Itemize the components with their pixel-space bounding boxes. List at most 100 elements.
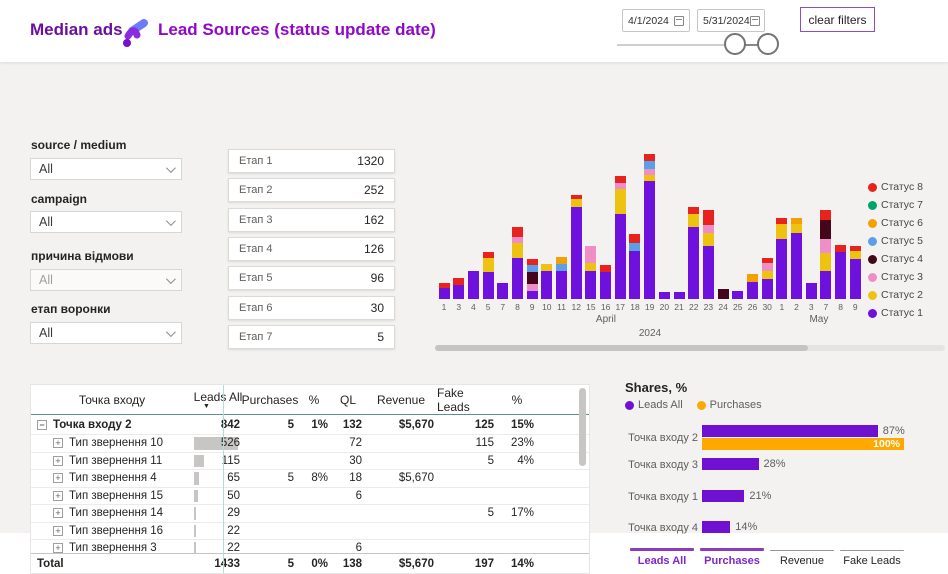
bar-segment[interactable]: [644, 175, 656, 181]
column-header[interactable]: %: [511, 392, 523, 407]
bar-segment[interactable]: [614, 214, 626, 299]
table-vscrollbar-thumb[interactable]: [579, 388, 586, 466]
bar-segment[interactable]: [820, 210, 832, 220]
stacked-bar[interactable]: [732, 291, 744, 299]
bar-segment[interactable]: [702, 246, 714, 299]
bar-segment[interactable]: [585, 271, 597, 299]
shares-bar[interactable]: [702, 521, 731, 533]
stacked-bar[interactable]: [688, 207, 700, 299]
bar-segment[interactable]: [511, 237, 523, 243]
bar-segment[interactable]: [702, 225, 714, 233]
funnel-stage-item[interactable]: Етап 5 96: [228, 266, 395, 291]
stacked-bar[interactable]: [614, 176, 626, 299]
table-row[interactable]: + Тип звернення 10 526 72 115 23%: [31, 435, 589, 453]
bar-segment[interactable]: [820, 239, 832, 253]
stacked-bar[interactable]: [791, 218, 803, 299]
stacked-bar[interactable]: [600, 265, 612, 299]
bar-segment[interactable]: [600, 272, 612, 299]
bar-segment[interactable]: [438, 283, 450, 288]
table-row[interactable]: + Тип звернення 16 22: [31, 523, 589, 540]
bar-segment[interactable]: [541, 264, 553, 271]
column-header[interactable]: QL: [339, 392, 356, 407]
bar-segment[interactable]: [556, 257, 568, 264]
bar-segment[interactable]: [644, 154, 656, 161]
legend-item[interactable]: Статус 5: [868, 235, 923, 247]
clear-filters-button[interactable]: clear filters: [800, 7, 875, 32]
bar-segment[interactable]: [511, 258, 523, 299]
table-row[interactable]: + Тип звернення 3 22 6: [31, 540, 589, 553]
funnel-stage-item[interactable]: Етап 4 126: [228, 236, 395, 261]
bar-segment[interactable]: [629, 251, 641, 299]
tab-leads-all[interactable]: Leads All: [630, 548, 694, 567]
filter-dropdown[interactable]: All: [30, 322, 182, 344]
funnel-stage-item[interactable]: Етап 7 5: [228, 324, 395, 349]
bar-segment[interactable]: [570, 199, 582, 207]
stacked-bar[interactable]: [805, 283, 817, 299]
stacked-bar[interactable]: [570, 195, 582, 299]
legend-item[interactable]: Статус 6: [868, 217, 923, 229]
bar-segment[interactable]: [453, 285, 465, 299]
calendar-icon[interactable]: [674, 15, 684, 26]
bar-segment[interactable]: [644, 169, 656, 175]
stacked-bar[interactable]: [629, 234, 641, 299]
table-row[interactable]: + Тип звернення 4 65 5 8% 18 $5,670: [31, 470, 589, 488]
table-row[interactable]: + Тип звернення 15 50 6: [31, 488, 589, 505]
bar-segment[interactable]: [438, 288, 450, 299]
funnel-stage-item[interactable]: Етап 2 252: [228, 178, 395, 203]
bar-segment[interactable]: [585, 263, 597, 271]
bar-segment[interactable]: [511, 243, 523, 258]
bar-segment[interactable]: [791, 224, 803, 233]
shares-bar[interactable]: [702, 490, 745, 502]
filter-dropdown[interactable]: All: [30, 211, 182, 233]
stacked-bar[interactable]: [746, 274, 758, 299]
table-row[interactable]: + Тип звернення 11 115 30 5 4%: [31, 453, 589, 470]
bar-segment[interactable]: [746, 282, 758, 299]
stacked-bar[interactable]: [556, 257, 568, 299]
bar-segment[interactable]: [702, 210, 714, 225]
tab-revenue[interactable]: Revenue: [770, 548, 834, 567]
stacked-bar[interactable]: [835, 245, 847, 299]
table-row[interactable]: + Тип звернення 14 29 5 17%: [31, 505, 589, 523]
bar-segment[interactable]: [849, 251, 861, 259]
collapse-icon[interactable]: −: [37, 419, 47, 430]
column-header[interactable]: Leads All ▼: [193, 389, 243, 410]
stacked-bar[interactable]: [511, 227, 523, 299]
bar-segment[interactable]: [556, 271, 568, 299]
bar-segment[interactable]: [453, 278, 465, 285]
bar-segment[interactable]: [673, 292, 685, 299]
bar-segment[interactable]: [526, 272, 538, 284]
date-to-input[interactable]: 5/31/2024: [697, 9, 765, 32]
bar-segment[interactable]: [805, 283, 817, 299]
legend-item[interactable]: Статус 1: [868, 307, 923, 319]
bar-segment[interactable]: [497, 283, 509, 299]
bar-segment[interactable]: [526, 265, 538, 272]
bar-segment[interactable]: [761, 271, 773, 279]
bar-segment[interactable]: [467, 271, 479, 299]
bar-segment[interactable]: [791, 218, 803, 224]
bar-segment[interactable]: [511, 227, 523, 237]
chart-hscrollbar-track[interactable]: [435, 345, 945, 351]
stacked-bar[interactable]: [482, 252, 494, 299]
bar-segment[interactable]: [820, 253, 832, 271]
stacked-bar[interactable]: [438, 283, 450, 299]
column-header[interactable]: %: [308, 392, 320, 407]
bar-segment[interactable]: [835, 245, 847, 252]
chart-hscrollbar-thumb[interactable]: [435, 345, 808, 351]
bar-segment[interactable]: [482, 258, 494, 272]
bar-segment[interactable]: [702, 233, 714, 246]
stacked-bar[interactable]: [497, 283, 509, 299]
shares-bar[interactable]: 100%: [702, 438, 904, 450]
bar-segment[interactable]: [849, 259, 861, 299]
bar-segment[interactable]: [585, 246, 597, 263]
bar-segment[interactable]: [820, 271, 832, 299]
calendar-icon[interactable]: [749, 15, 760, 26]
bar-segment[interactable]: [835, 252, 847, 299]
bar-segment[interactable]: [482, 272, 494, 299]
bar-segment[interactable]: [556, 264, 568, 271]
legend-item[interactable]: Статус 4: [868, 253, 923, 265]
bar-segment[interactable]: [482, 252, 494, 258]
bar-segment[interactable]: [570, 207, 582, 299]
funnel-stage-item[interactable]: Етап 6 30: [228, 295, 395, 320]
bar-segment[interactable]: [570, 195, 582, 199]
shares-bar[interactable]: [702, 458, 759, 470]
